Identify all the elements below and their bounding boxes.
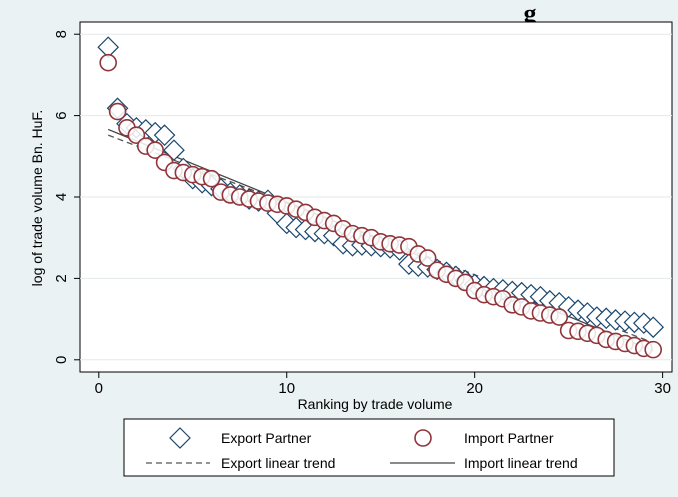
x-tick-label: 10: [278, 380, 295, 397]
import-partner-point: [550, 308, 569, 326]
legend-label-import-trend: Import linear trend: [464, 455, 578, 471]
import-partner-point: [644, 340, 663, 359]
legend-diamond-symbol: [169, 427, 191, 449]
legend: Export Partner Import Partner Export lin…: [123, 418, 615, 477]
legend-label-import-partner: Import Partner: [464, 430, 554, 446]
y-tick-label: 4: [53, 193, 70, 201]
y-axis-title: log of trade volume Bn. HuF.: [29, 110, 45, 287]
chart-title: g: [524, 0, 537, 28]
legend-label-export-partner: Export Partner: [221, 430, 312, 446]
x-tick-label: 20: [466, 380, 483, 397]
x-axis-title: Ranking by trade volume: [298, 396, 453, 412]
y-tick-label: 6: [53, 111, 70, 119]
x-tick-label: 30: [654, 380, 671, 397]
markers: [97, 36, 665, 359]
y-tick-label: 0: [53, 356, 70, 364]
export-partner-point: [153, 124, 176, 146]
export-partner-point: [642, 316, 665, 339]
legend-circle-symbol: [414, 429, 432, 447]
import-partner-point: [146, 141, 164, 159]
y-tick-label: 2: [53, 274, 70, 282]
import-partner-point: [127, 126, 146, 144]
import-partner-point: [418, 249, 437, 267]
legend-box: [123, 418, 615, 477]
y-tick-label: 8: [53, 30, 70, 38]
import-partner-point: [108, 102, 127, 121]
grid-lines: [80, 33, 672, 361]
import-partner-point: [202, 169, 221, 188]
x-tick-label: 0: [95, 380, 103, 397]
axes: 0 2 4 6 8 0 10 20 30: [53, 30, 671, 397]
import-partner-point: [99, 53, 117, 72]
legend-label-export-trend: Export linear trend: [221, 455, 335, 471]
